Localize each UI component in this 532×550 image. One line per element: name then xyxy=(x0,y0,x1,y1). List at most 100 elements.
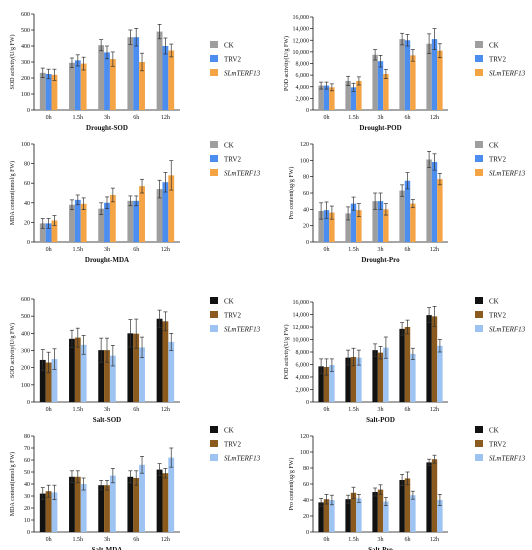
x-tick-label: 3h xyxy=(104,115,110,121)
bar-trv2-3h xyxy=(377,201,384,242)
bar-ck-3h xyxy=(372,350,378,402)
y-tick-label: 20 xyxy=(24,220,30,226)
bar-slmterf13-1.5h xyxy=(356,357,362,402)
legend-swatch-trv2 xyxy=(475,311,483,318)
x-tick-label: 0h xyxy=(46,537,52,543)
x-axis-title: Salt-SOD xyxy=(93,416,121,424)
bar-trv2-0h xyxy=(323,210,330,242)
x-tick-label: 0h xyxy=(46,247,52,253)
x-tick-label: 0h xyxy=(324,407,330,413)
y-tick-label: 80 xyxy=(303,466,309,472)
x-tick-label: 1.5h xyxy=(348,537,359,543)
bar-ck-0h xyxy=(318,210,324,242)
y-tick-label: 600 xyxy=(21,12,30,18)
bar-trv2-3h xyxy=(104,202,110,242)
y-tick-label: 40 xyxy=(24,482,30,488)
bar-trv2-1.5h xyxy=(350,492,357,532)
bar-ck-6h xyxy=(399,190,405,242)
bar-slmterf13-1.5h xyxy=(356,210,362,242)
x-tick-label: 12h xyxy=(430,407,439,413)
x-tick-label: 1.5h xyxy=(348,407,359,413)
bar-ck-0h xyxy=(318,366,324,402)
x-tick-label: 3h xyxy=(378,407,384,413)
y-tick-label: 300 xyxy=(21,60,30,66)
bar-slmterf13-0h xyxy=(51,74,58,110)
legend-label-ck: CK xyxy=(489,427,499,435)
bar-ck-6h xyxy=(127,333,134,402)
legend-swatch-ck xyxy=(210,297,218,304)
bar-trv2-12h xyxy=(431,316,438,402)
bar-slmterf13-12h xyxy=(168,341,175,402)
bar-trv2-12h xyxy=(431,161,438,242)
y-tick-label: 100 xyxy=(21,383,30,389)
bar-slmterf13-6h xyxy=(139,464,145,532)
y-tick-label: 0 xyxy=(27,530,30,536)
y-tick-label: 10 xyxy=(24,518,30,524)
y-tick-label: 20 xyxy=(24,506,30,512)
y-tick-label: 60 xyxy=(303,482,309,488)
y-axis-label: MDA content(nmol/g FW) xyxy=(9,161,16,225)
bar-ck-12h xyxy=(426,159,432,242)
y-tick-label: 0 xyxy=(306,400,309,406)
bar-ck-1.5h xyxy=(69,338,75,402)
bar-slmterf13-1.5h xyxy=(356,80,362,110)
chart-panel-drought-mda: 0 20 40 60 80 100 MDA content(nmol/g FW) 0h 1.5h… xyxy=(9,141,261,264)
y-tick-label: 12,000 xyxy=(293,38,310,44)
y-tick-label: 30 xyxy=(24,494,30,500)
legend-swatch-trv2 xyxy=(210,155,218,162)
legend-swatch-ck xyxy=(475,41,483,48)
bar-trv2-0h xyxy=(45,223,52,242)
x-tick-label: 3h xyxy=(378,247,384,253)
x-axis-title: Drought-SOD xyxy=(86,124,128,132)
y-tick-label: 200 xyxy=(21,76,30,82)
bar-trv2-1.5h xyxy=(74,199,81,242)
bar-ck-12h xyxy=(426,462,432,532)
bar-ck-6h xyxy=(399,328,405,402)
chart-panel-drought-pod: 0 2,000 4,000 6,000 8,000 10,000 12,000 14,000 1… xyxy=(283,15,526,132)
chart-panel-salt-pro: 0 20 40 60 80 100 120 Pro content(ug/g FW) 0h 1.5… xyxy=(288,426,526,550)
bar-ck-0h xyxy=(318,502,324,532)
y-tick-label: 500 xyxy=(21,28,30,34)
x-tick-label: 6h xyxy=(405,407,411,413)
bar-trv2-6h xyxy=(133,200,140,242)
bar-trv2-6h xyxy=(404,40,411,110)
bar-trv2-3h xyxy=(377,352,384,402)
bar-slmterf13-0h xyxy=(51,359,58,402)
bar-slmterf13-3h xyxy=(383,347,389,402)
bar-trv2-0h xyxy=(323,367,330,402)
x-tick-label: 6h xyxy=(405,115,411,121)
bar-ck-12h xyxy=(156,31,163,111)
bar-slmterf13-0h xyxy=(329,212,335,242)
legend-label-ck: CK xyxy=(489,142,499,150)
bar-slmterf13-0h xyxy=(329,87,335,110)
bar-slmterf13-0h xyxy=(329,500,335,532)
bar-trv2-3h xyxy=(104,52,110,110)
bar-trv2-12h xyxy=(431,39,438,110)
y-tick-label: 0 xyxy=(27,400,30,406)
y-tick-label: 20 xyxy=(303,514,309,520)
y-tick-label: 2,000 xyxy=(296,388,310,394)
legend-label-slmterf13: SLmTERF13 xyxy=(224,326,261,334)
bar-ck-0h xyxy=(318,85,324,110)
y-tick-label: 80 xyxy=(24,434,30,440)
legend-label-trv2: TRV2 xyxy=(489,56,506,64)
bar-slmterf13-1.5h xyxy=(80,203,87,242)
bar-trv2-1.5h xyxy=(74,60,81,110)
legend-label-trv2: TRV2 xyxy=(224,56,241,64)
bar-ck-0h xyxy=(39,493,46,532)
y-tick-label: 0 xyxy=(306,240,309,246)
bar-trv2-6h xyxy=(404,180,411,242)
bar-trv2-1.5h xyxy=(350,87,357,110)
x-tick-label: 12h xyxy=(161,247,170,253)
y-tick-label: 12,000 xyxy=(293,325,310,331)
bar-slmterf13-12h xyxy=(437,500,443,532)
x-tick-label: 3h xyxy=(378,115,384,121)
y-tick-label: 0 xyxy=(306,108,309,114)
bar-ck-3h xyxy=(372,492,378,532)
x-axis-title: Drought-POD xyxy=(359,124,401,132)
x-tick-label: 0h xyxy=(46,407,52,413)
bar-trv2-1.5h xyxy=(74,337,81,402)
bar-slmterf13-12h xyxy=(168,457,175,532)
bar-ck-0h xyxy=(39,72,46,110)
